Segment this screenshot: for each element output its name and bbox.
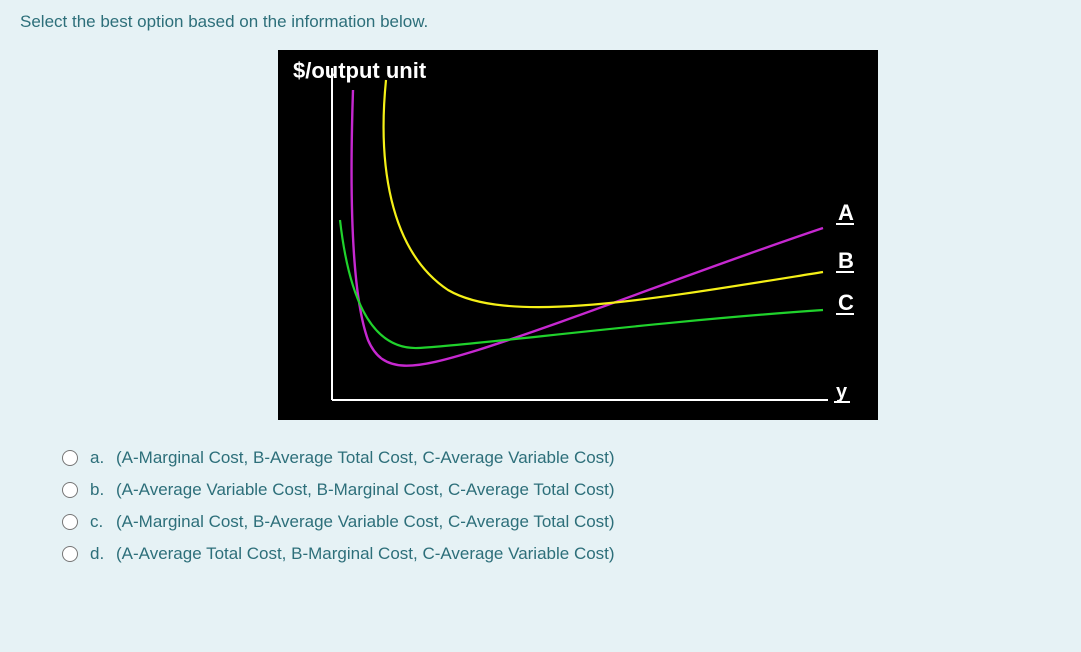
option-text: (A-Marginal Cost, B-Average Total Cost, … bbox=[116, 448, 615, 468]
y-axis-label: $/output unit bbox=[293, 58, 427, 83]
option-row-b[interactable]: b.(A-Average Variable Cost, B-Marginal C… bbox=[62, 480, 1061, 500]
chart-svg: $/output unit ABCy bbox=[278, 50, 878, 420]
curve-label-c: C bbox=[838, 290, 854, 315]
answer-options: a.(A-Marginal Cost, B-Average Total Cost… bbox=[62, 448, 1061, 564]
option-text: (A-Average Total Cost, B-Marginal Cost, … bbox=[116, 544, 615, 564]
option-radio-d[interactable] bbox=[62, 546, 78, 562]
chart-background bbox=[278, 50, 878, 420]
option-radio-a[interactable] bbox=[62, 450, 78, 466]
x-axis-label: y bbox=[836, 381, 848, 403]
option-row-d[interactable]: d.(A-Average Total Cost, B-Marginal Cost… bbox=[62, 544, 1061, 564]
curve-label-a: A bbox=[838, 200, 854, 225]
option-text: (A-Marginal Cost, B-Average Variable Cos… bbox=[116, 512, 615, 532]
option-row-c[interactable]: c.(A-Marginal Cost, B-Average Variable C… bbox=[62, 512, 1061, 532]
option-letter: d. bbox=[90, 544, 116, 564]
cost-curves-chart: $/output unit ABCy bbox=[278, 50, 878, 420]
option-letter: a. bbox=[90, 448, 116, 468]
option-text: (A-Average Variable Cost, B-Marginal Cos… bbox=[116, 480, 615, 500]
chart-wrapper: $/output unit ABCy bbox=[278, 50, 1061, 420]
option-row-a[interactable]: a.(A-Marginal Cost, B-Average Total Cost… bbox=[62, 448, 1061, 468]
option-letter: c. bbox=[90, 512, 116, 532]
question-prompt: Select the best option based on the info… bbox=[20, 12, 1061, 32]
quiz-container: Select the best option based on the info… bbox=[0, 0, 1081, 596]
option-letter: b. bbox=[90, 480, 116, 500]
option-radio-b[interactable] bbox=[62, 482, 78, 498]
curve-label-b: B bbox=[838, 248, 854, 273]
option-radio-c[interactable] bbox=[62, 514, 78, 530]
